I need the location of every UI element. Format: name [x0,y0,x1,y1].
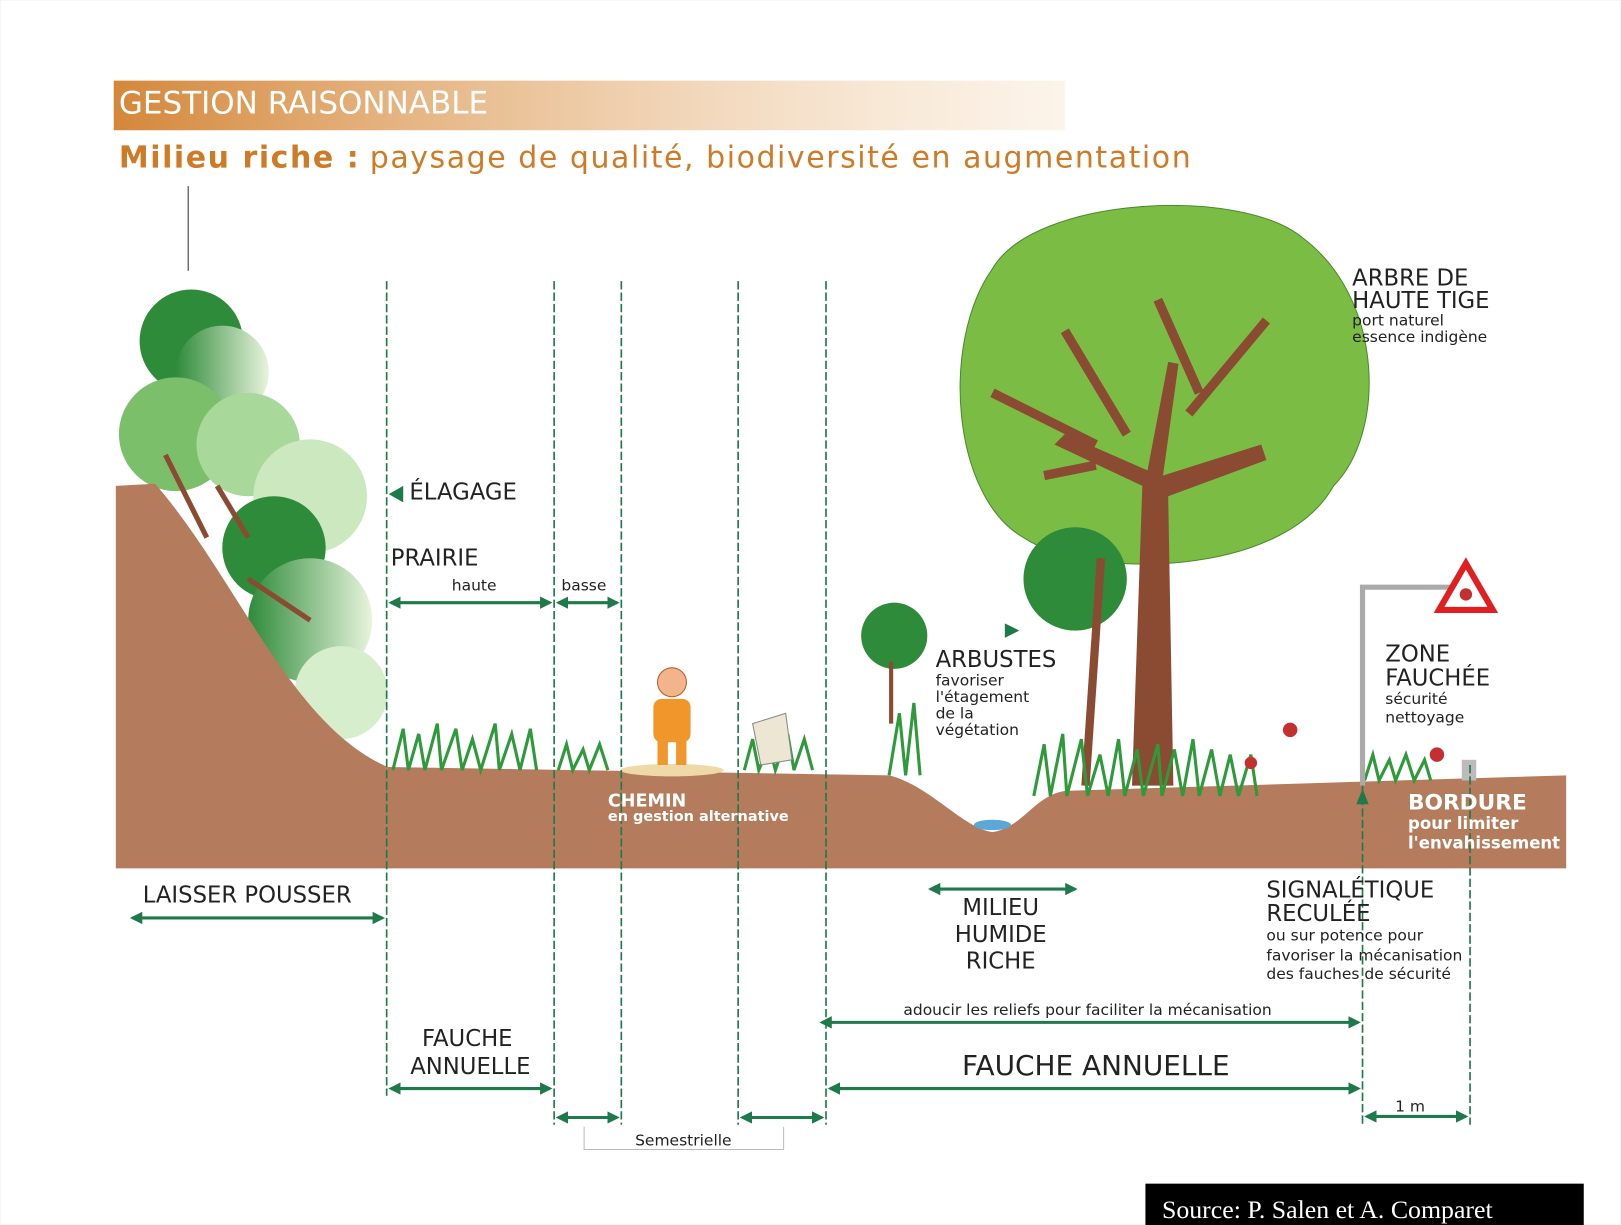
path-sand [620,764,723,776]
label: adoucir les reliefs pour faciliter la mé… [903,1001,1271,1019]
label: nettoyage [1385,709,1464,727]
shape [658,668,687,697]
shrub [861,603,927,669]
label: RECULÉE [1266,899,1370,927]
label: SIGNALÉTIQUE [1266,875,1434,903]
label: ou sur potence pour [1266,927,1423,945]
label: MILIEU [962,895,1039,921]
label: en gestion alternative [608,809,789,825]
source: Source: P. Salen et A. Comparet [1162,1195,1494,1224]
border-stone [1462,760,1476,781]
label: de la [936,704,974,722]
label: Semestrielle [635,1131,732,1149]
label: HAUTE TIGE [1352,288,1489,314]
shape [653,699,690,742]
label: basse [561,576,606,594]
label: essence indigène [1352,328,1487,346]
label: végétation [936,721,1019,739]
shape [658,740,668,765]
label: l'envahissement [1408,834,1560,853]
label: sécurité [1385,690,1447,708]
label: des fauches de sécurité [1266,965,1451,983]
subtitle-bold: Milieu riche : [119,140,360,175]
flower [1283,723,1297,737]
label: favoriser la mécanisation [1266,946,1462,964]
label: RICHE [966,949,1036,975]
sign-flower [1460,588,1472,600]
label: haute [452,576,497,594]
label: favoriser [936,671,1005,689]
label: ANNUELLE [410,1054,530,1080]
label: l'étagement [936,688,1030,706]
label: PRAIRIE [391,545,479,571]
label: ÉLAGAGE [409,477,516,505]
label: FAUCHE ANNUELLE [962,1049,1230,1082]
label: LAISSER POUSSER [143,882,352,908]
subtitle: Milieu riche : paysage de qualité, biodi… [119,140,1192,175]
subtitle-rest: paysage de qualité, biodiversité en augm… [370,140,1192,175]
label: ARBUSTES [936,647,1057,673]
label: FAUCHÉE [1385,663,1490,691]
label: pour limiter [1408,814,1519,833]
label: BORDURE [1408,790,1527,815]
diagram: GESTION RAISONNABLE Milieu riche : paysa… [0,0,1621,1225]
water [974,820,1011,830]
label: 1 m [1395,1097,1425,1115]
shape [1023,527,1126,630]
label: FAUCHE [422,1026,513,1052]
label: HUMIDE [955,922,1047,948]
flower [1430,747,1444,761]
label: port naturel [1352,312,1444,330]
title: GESTION RAISONNABLE [119,86,488,122]
flower [1245,757,1257,769]
label: ZONE [1385,642,1450,668]
page: GESTION RAISONNABLE Milieu riche : paysa… [0,0,1621,1225]
shape [676,740,686,765]
